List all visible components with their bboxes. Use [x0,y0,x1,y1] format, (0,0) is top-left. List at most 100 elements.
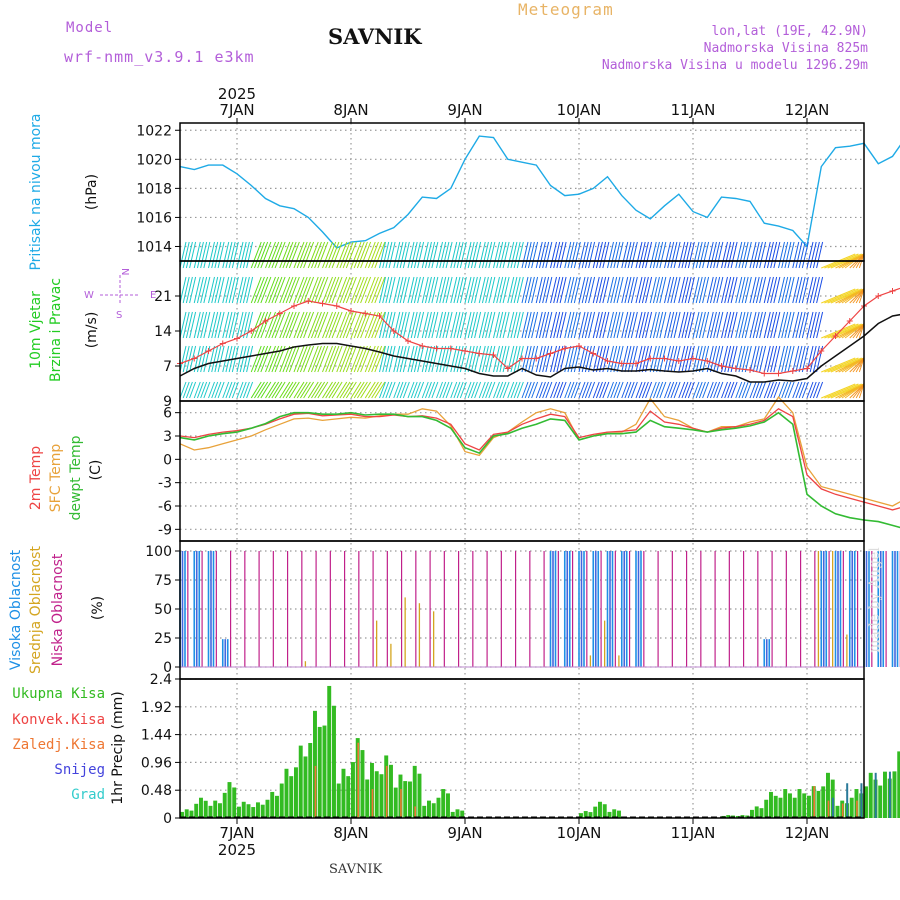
wind-arrow [453,311,461,339]
wind-arrow [550,345,557,373]
wind-arrow [214,381,222,399]
conv-precip-bar [314,765,317,818]
wind-arrow [339,345,351,373]
wind-arrow [524,241,532,269]
precip-ytick: 0.96 [141,755,172,771]
wind-arrow [721,276,728,304]
wind-arrow [424,241,432,269]
total-precip-bar [816,790,821,818]
wind-arrow [542,276,550,304]
wind-arrow [436,241,443,269]
total-precip-bar [849,797,854,818]
wind-arrow [285,276,297,304]
wind-arrow [827,357,862,373]
wind-arrow [222,241,230,269]
snow-bar [888,771,891,818]
wind-arrow [325,241,337,269]
wind-arrow [493,241,500,269]
wind-arrow [345,241,357,269]
wind-arrow [559,241,567,269]
wind-arrow [809,311,817,339]
precip-legend-3: Snijeg [54,762,105,778]
dewpoint-line [179,411,900,529]
wind-arrow [464,381,472,399]
wind-arrow [535,381,543,399]
wind-arrow [542,381,550,399]
wind-arrow [521,276,529,304]
wind-arrow [382,276,390,304]
wind-arrow [296,276,308,304]
wind-gust-marker [462,348,468,354]
total-precip-bar [232,787,237,818]
wind-arrow [200,276,208,304]
wind-arrow [193,311,201,339]
wind-arrow [265,276,276,304]
conv-precip-bar [357,742,360,818]
lonlat-info: lon,lat (19E, 42.9N) [711,24,868,39]
wind-arrow [716,381,724,399]
wind-arrow [770,381,778,399]
wind-arrow [200,241,208,269]
snow-bar [831,797,834,818]
total-precip-bar [769,791,773,818]
wind-arrow [809,276,817,304]
pressure-ytick: 1016 [136,210,172,226]
wind-arrow [339,311,351,339]
wind-arrow [784,241,792,269]
wind-arrow [382,381,390,399]
wind-arrow [393,276,401,304]
wind-arrow [371,381,383,399]
wind-arrow [510,276,518,304]
wind-arrow [773,345,781,373]
wind-arrow [627,381,635,399]
precip-ytick: 0 [163,811,172,827]
wind-arrow [271,241,283,269]
wind-arrow [784,311,792,339]
wind-arrow [459,381,467,399]
wind-arrow [322,276,333,304]
wind-arrow [265,345,276,373]
top-day-label: 9JAN [447,101,482,119]
wind-arrow [681,381,689,399]
wind-arrow [624,241,632,269]
wind-arrow [328,311,340,339]
wind-arrow [250,381,262,399]
bottom-day-label: 12JAN [785,824,830,842]
wind-arrow [467,345,475,373]
wind-arrow [488,381,496,399]
wind-arrow [228,241,236,269]
wind-arrow [659,241,667,269]
wind-arrow [724,311,732,339]
wind-arrow [450,345,458,373]
wind-gust-marker [661,355,668,362]
wind-arrow [279,276,291,304]
wind-arrow [222,276,230,304]
wind-arrow [607,311,614,339]
wind-arrow [296,241,308,269]
wind-arrow [624,311,632,339]
temp-ylabel-sfc: SFC Temp [48,444,64,513]
wind-arrow [488,311,496,339]
panel-frame-precip [179,678,865,819]
wind-arrow [196,381,204,399]
wind-arrow [285,345,297,373]
wind-arrow [260,276,272,304]
wind-arrow [268,276,280,304]
wind-arrow [702,345,710,373]
wind-arrow [436,276,443,304]
wind-arrow [553,311,561,339]
wind-arrow [189,381,197,399]
wind-arrow [678,276,686,304]
wind-arrow [763,311,771,339]
wind-arrow [299,241,311,269]
wind-arrow [709,311,717,339]
total-precip-bar [222,792,227,818]
wind-arrow [752,311,760,339]
wind-arrow [630,276,638,304]
wind-arrow [584,381,592,399]
wind-arrow [200,345,208,373]
conv-precip-bar [400,789,402,818]
total-precip-bar [602,804,607,818]
wind-arrow [821,288,856,304]
wind-arrow [314,381,326,399]
